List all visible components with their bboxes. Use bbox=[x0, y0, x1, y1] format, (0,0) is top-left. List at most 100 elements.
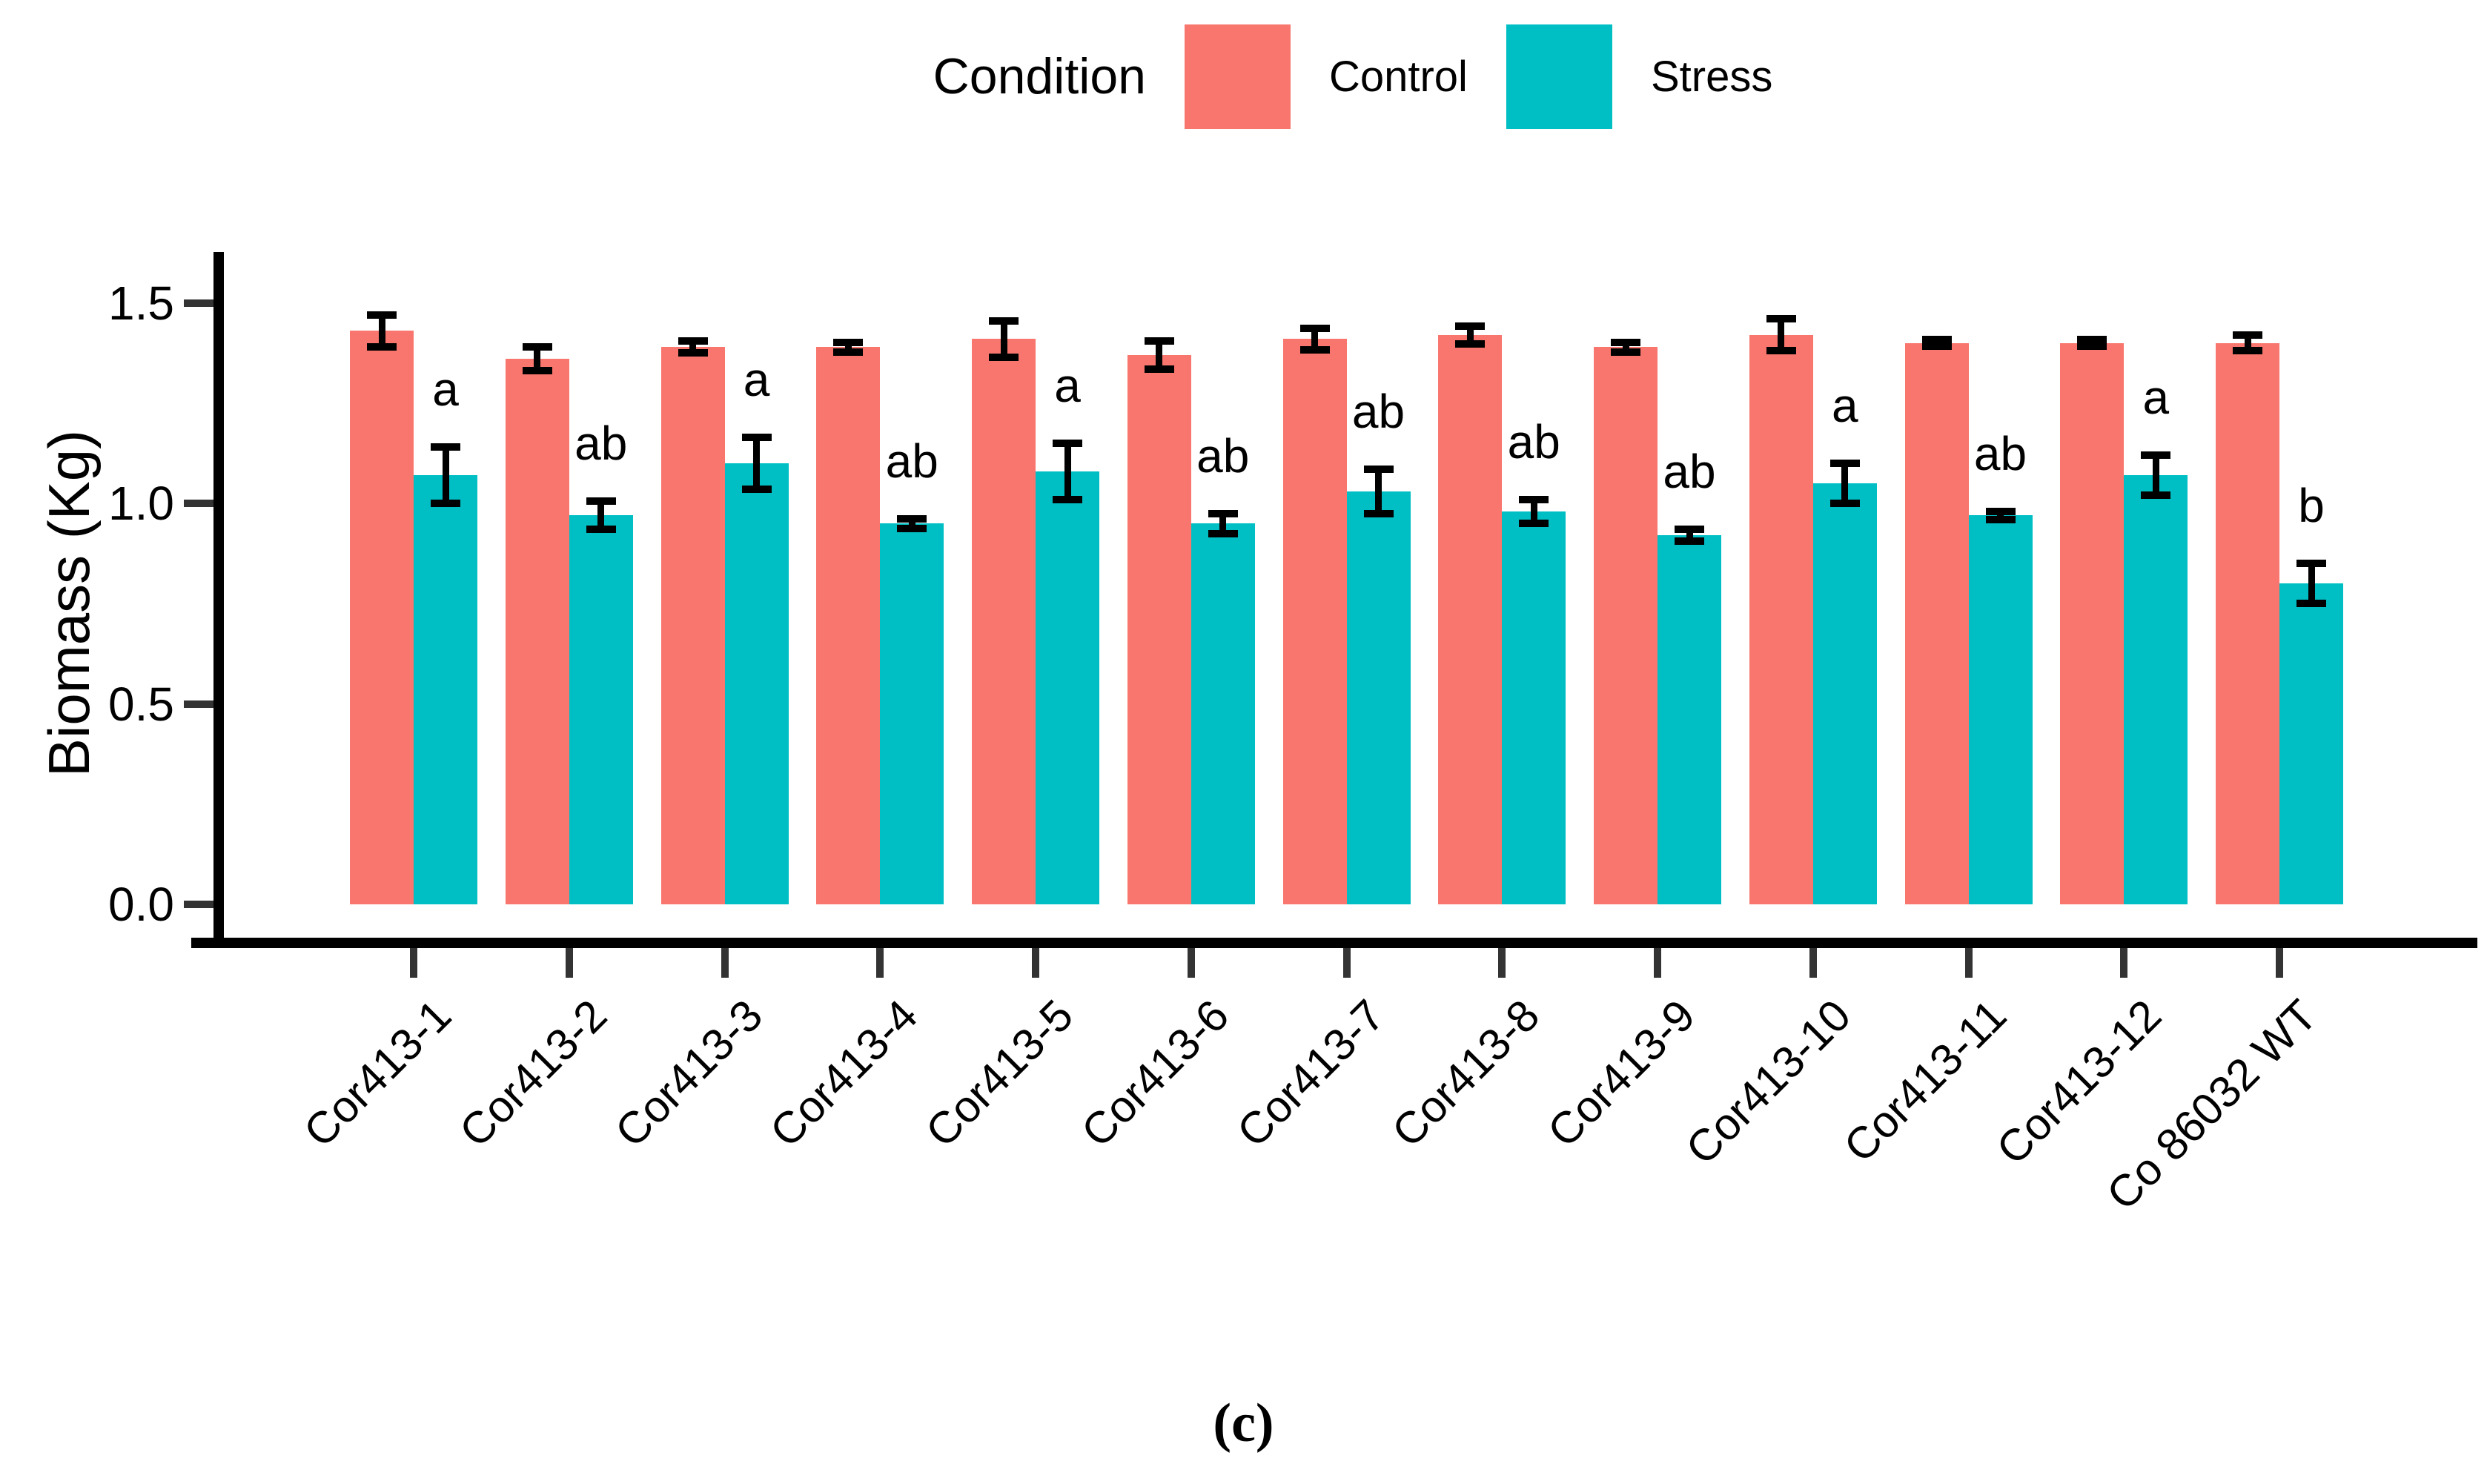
bar-stress bbox=[1190, 523, 1255, 904]
bar-stress bbox=[569, 515, 633, 904]
error-bar-cap-top bbox=[1144, 337, 1174, 345]
error-bar-cap-top bbox=[1921, 336, 1952, 344]
sig-letter: ab bbox=[574, 417, 628, 471]
bar-stress bbox=[1502, 511, 1566, 904]
x-tick-mark bbox=[1032, 948, 1039, 978]
error-bar-whisker bbox=[908, 518, 915, 529]
error-bar-whisker bbox=[2308, 563, 2315, 604]
bar-stress bbox=[2279, 583, 2343, 904]
error-bar-cap-top bbox=[586, 497, 616, 506]
bar-control bbox=[1282, 339, 1347, 904]
sig-letter: a bbox=[432, 362, 459, 417]
error-bar-cap-top bbox=[1455, 322, 1486, 330]
bar-stress bbox=[1812, 483, 1877, 904]
bar-control bbox=[1594, 347, 1658, 904]
bar-control bbox=[1438, 334, 1503, 904]
error-bar-whisker bbox=[442, 447, 449, 503]
x-tick-mark bbox=[721, 948, 729, 978]
bar-control bbox=[1904, 342, 1969, 904]
error-bar-whisker bbox=[1156, 340, 1163, 369]
error-bar-whisker bbox=[378, 314, 385, 347]
sig-letter: a bbox=[743, 352, 770, 406]
x-tick-label: Cor413-4 bbox=[761, 990, 927, 1157]
x-tick-label: Cor413-7 bbox=[1227, 990, 1394, 1157]
sig-letter: ab bbox=[885, 434, 938, 488]
bar-control bbox=[816, 347, 881, 904]
error-bar-cap-top bbox=[2233, 331, 2262, 339]
error-bar-whisker bbox=[1530, 499, 1537, 524]
error-bar-cap-top bbox=[1519, 495, 1549, 503]
error-bar-cap-top bbox=[833, 338, 864, 346]
y-axis-line bbox=[213, 252, 224, 948]
error-bar-cap-top bbox=[431, 443, 460, 451]
error-bar-cap-top bbox=[1611, 338, 1640, 346]
error-bar-whisker bbox=[1622, 342, 1629, 352]
x-tick-mark bbox=[1654, 948, 1661, 978]
error-bar-cap-bottom bbox=[1519, 520, 1549, 528]
x-tick-label: Cor413-5 bbox=[916, 990, 1083, 1157]
error-bar-cap-top bbox=[989, 317, 1019, 325]
x-tick-label: Cor413-2 bbox=[449, 990, 617, 1157]
y-tick-label: 0.5 bbox=[108, 677, 174, 731]
error-bar-cap-bottom bbox=[2296, 600, 2326, 608]
sig-letter: ab bbox=[1351, 385, 1405, 438]
error-bar-cap-bottom bbox=[1985, 515, 2016, 523]
y-tick-label: 0.0 bbox=[108, 878, 174, 931]
sig-letter: ab bbox=[1973, 426, 2027, 480]
error-bar-cap-top bbox=[897, 514, 927, 523]
error-bar-cap-top bbox=[1363, 466, 1394, 473]
x-axis-line bbox=[191, 938, 2477, 948]
x-tick-mark bbox=[1964, 948, 1973, 978]
x-tick-mark bbox=[1809, 948, 1817, 978]
bar-control bbox=[505, 359, 569, 904]
error-bar-cap-bottom bbox=[741, 486, 772, 494]
x-tick-label: Cor413-8 bbox=[1382, 990, 1549, 1157]
error-bar-cap-top bbox=[678, 337, 708, 345]
bar-stress bbox=[1346, 491, 1411, 904]
x-tick-label: Cor413-3 bbox=[605, 990, 772, 1157]
bar-control bbox=[350, 331, 414, 904]
legend-swatch-stress bbox=[1506, 24, 1612, 129]
error-bar-cap-top bbox=[1985, 507, 2016, 515]
bar-control bbox=[2060, 342, 2125, 904]
sig-letter: a bbox=[1054, 358, 1081, 412]
error-bar-cap-bottom bbox=[2077, 342, 2107, 350]
bar-stress bbox=[724, 463, 789, 904]
x-tick-mark bbox=[876, 948, 884, 978]
error-bar-cap-bottom bbox=[1675, 537, 1704, 546]
legend-label-stress: Stress bbox=[1650, 52, 1773, 101]
y-axis-title: Biomass (Kg) bbox=[36, 429, 102, 778]
error-bar-whisker bbox=[689, 340, 696, 354]
x-tick-mark bbox=[1498, 948, 1506, 978]
error-bar-whisker bbox=[1311, 328, 1318, 350]
bar-control bbox=[660, 347, 725, 904]
y-tick-mark bbox=[184, 700, 213, 708]
x-tick-mark bbox=[1342, 948, 1351, 978]
error-bar-cap-bottom bbox=[678, 349, 708, 357]
x-tick-mark bbox=[1187, 948, 1195, 978]
x-tick-label: Cor413-9 bbox=[1538, 990, 1705, 1157]
sig-letter: ab bbox=[1196, 428, 1250, 483]
error-bar-cap-top bbox=[522, 343, 552, 351]
error-bar-cap-bottom bbox=[1299, 345, 1330, 354]
error-bar-whisker bbox=[2244, 334, 2251, 351]
error-bar-whisker bbox=[1219, 513, 1227, 534]
error-bar-cap-bottom bbox=[367, 343, 397, 351]
error-bar-cap-bottom bbox=[586, 526, 616, 534]
x-tick-mark bbox=[410, 948, 417, 978]
error-bar-cap-bottom bbox=[1766, 347, 1796, 355]
error-bar-cap-top bbox=[1299, 324, 1330, 332]
error-bar-whisker bbox=[1997, 511, 2004, 520]
sig-letter: a bbox=[2142, 371, 2170, 425]
x-tick-label: Cor413-10 bbox=[1676, 990, 1861, 1174]
error-bar-cap-bottom bbox=[1829, 500, 1860, 507]
x-tick-mark bbox=[2276, 948, 2283, 978]
error-bar-cap-bottom bbox=[2233, 347, 2262, 355]
y-tick-label: 1.0 bbox=[108, 477, 174, 530]
bar-control bbox=[1127, 354, 1191, 904]
error-bar-cap-top bbox=[367, 311, 397, 319]
sig-letter: ab bbox=[1663, 445, 1716, 499]
error-bar-cap-bottom bbox=[431, 500, 460, 507]
y-tick-mark bbox=[184, 901, 213, 908]
error-bar-cap-bottom bbox=[833, 348, 864, 356]
